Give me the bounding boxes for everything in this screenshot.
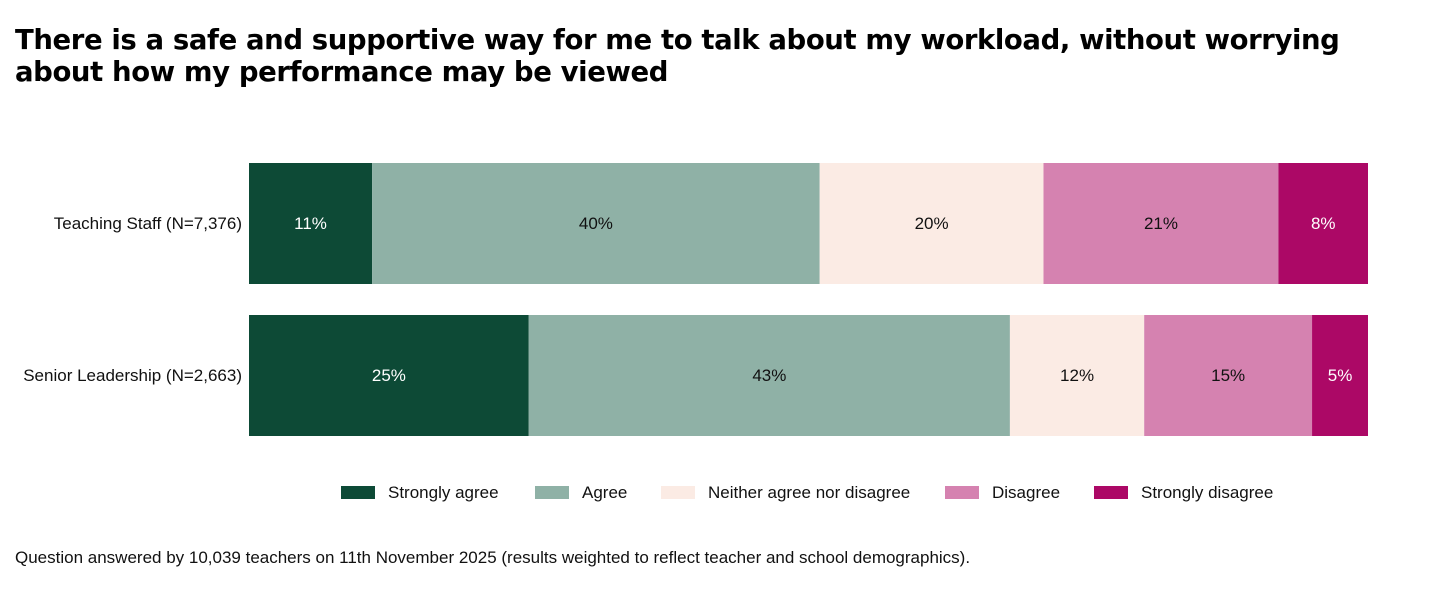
bar-senior-leadership-agree: [528, 315, 1010, 436]
bars-layer: [249, 163, 1368, 436]
category-labels: Teaching Staff (N=7,376) Senior Leadershi…: [23, 214, 242, 385]
bar-teaching-staff-agree: [372, 163, 820, 284]
chart-title: There is a safe and supportive way for m…: [15, 24, 1340, 88]
data-label-senior-leadership-agree: 43%: [752, 366, 786, 385]
bar-teaching-staff-neither-agree-nor-disagree: [819, 163, 1044, 284]
legend: Strongly agree Agree Neither agree nor dis…: [341, 483, 1273, 502]
data-label-teaching-staff-strongly-agree: 11%: [294, 214, 327, 233]
stacked-bar-chart: 11% 40% 20% 21% 8% 25% 43% 12% 15% 5% Teaching St…: [23, 163, 1368, 502]
bar-senior-leadership-strongly-agree: [249, 315, 529, 436]
bar-senior-leadership-strongly-disagree: [1312, 315, 1368, 436]
data-label-teaching-staff-neither-agree-nor-disagree: 20%: [915, 214, 949, 233]
data-label-senior-leadership-disagree: 15%: [1211, 366, 1245, 385]
bar-senior-leadership-disagree: [1144, 315, 1313, 436]
legend-label-strongly-disagree: Strongly disagree: [1141, 483, 1273, 502]
data-label-senior-leadership-strongly-disagree: 5%: [1328, 366, 1353, 385]
legend-label-agree: Agree: [582, 483, 627, 502]
legend-label-disagree: Disagree: [992, 483, 1060, 502]
legend-swatch-strongly-agree: [341, 486, 375, 499]
legend-swatch-agree: [535, 486, 569, 499]
labels-layer: 11% 40% 20% 21% 8% 25% 43% 12% 15% 5%: [294, 214, 1352, 385]
data-label-teaching-staff-agree: 40%: [579, 214, 613, 233]
footnote: Question answered by 10,039 teachers on …: [15, 548, 971, 567]
legend-label-strongly-agree: Strongly agree: [388, 483, 499, 502]
legend-swatch-neither-agree-nor-disagree: [661, 486, 695, 499]
bar-teaching-staff-disagree: [1043, 163, 1279, 284]
legend-swatch-strongly-disagree: [1094, 486, 1128, 499]
category-label-teaching-staff: Teaching Staff (N=7,376): [54, 214, 242, 233]
legend-label-neither-agree-nor-disagree: Neither agree nor disagree: [708, 483, 910, 502]
data-label-senior-leadership-neither-agree-nor-disagree: 12%: [1060, 366, 1094, 385]
data-label-senior-leadership-strongly-agree: 25%: [372, 366, 406, 385]
bar-teaching-staff-strongly-agree: [249, 163, 373, 284]
data-label-teaching-staff-disagree: 21%: [1144, 214, 1178, 233]
bar-teaching-staff-strongly-disagree: [1278, 163, 1368, 284]
data-label-teaching-staff-strongly-disagree: 8%: [1311, 214, 1336, 233]
bar-senior-leadership-neither-agree-nor-disagree: [1009, 315, 1145, 436]
legend-swatch-disagree: [945, 486, 979, 499]
category-label-senior-leadership: Senior Leadership (N=2,663): [23, 366, 242, 385]
